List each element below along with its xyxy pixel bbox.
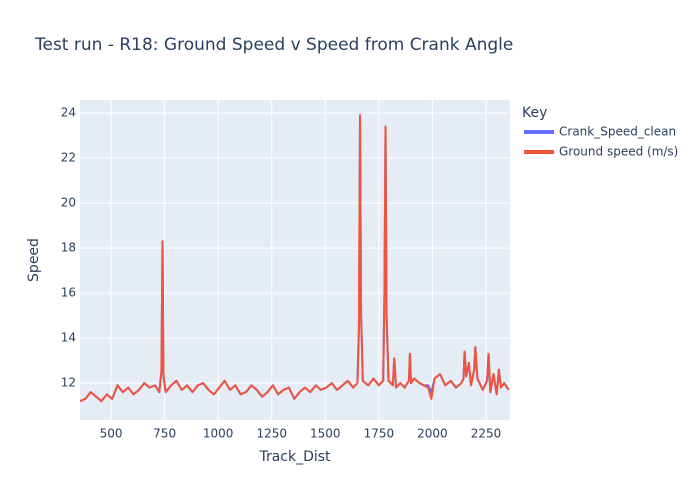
plot-area: [80, 100, 510, 420]
x-tick-label: 1750: [364, 427, 395, 441]
x-tick-label: 1500: [310, 427, 341, 441]
y-tick-label: 20: [61, 196, 76, 210]
x-tick-label: 1250: [256, 427, 287, 441]
y-tick-label: 16: [61, 286, 76, 300]
y-tick-label: 24: [61, 106, 76, 120]
x-tick-label: 500: [100, 427, 123, 441]
y-axis-title: Speed: [26, 238, 42, 282]
y-tick-label: 14: [61, 331, 76, 345]
legend-label: Ground speed (m/s): [559, 145, 678, 159]
x-tick-label: 2250: [471, 427, 502, 441]
x-tick-label: 1000: [203, 427, 234, 441]
x-tick-label: 2000: [417, 427, 448, 441]
line-series: [80, 114, 510, 403]
x-axis-title: Track_Dist: [258, 449, 331, 465]
y-tick-label: 18: [61, 241, 76, 255]
x-tick-label: 750: [153, 427, 176, 441]
y-tick-label: 22: [61, 151, 76, 165]
y-tick-label: 12: [61, 376, 76, 390]
chart-title: Test run - R18: Ground Speed v Speed fro…: [34, 35, 513, 55]
legend-label: Crank_Speed_clean: [559, 125, 676, 139]
legend-title: Key: [522, 105, 547, 121]
